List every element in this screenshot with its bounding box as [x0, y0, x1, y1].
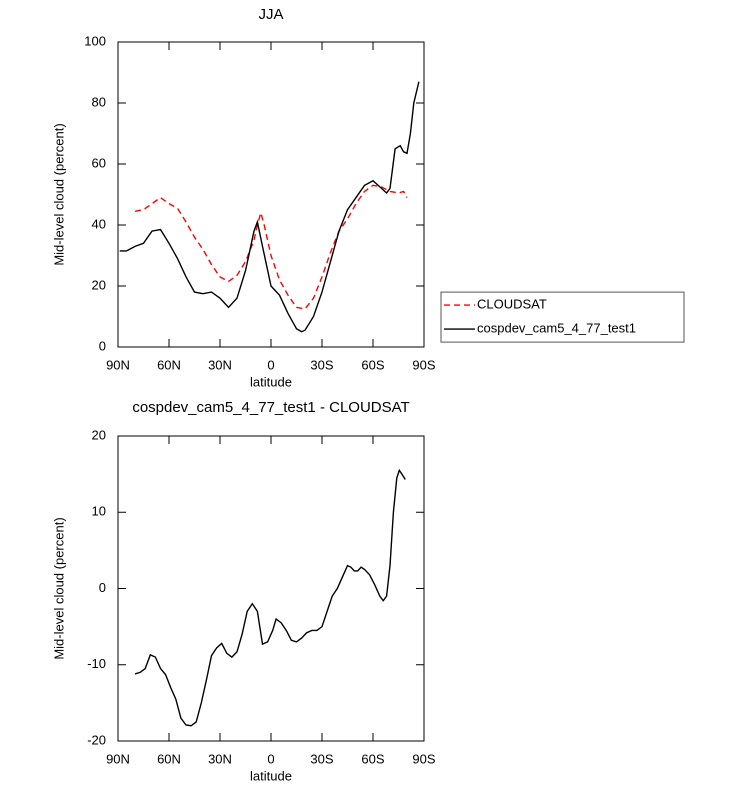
y-tick-label: 100 — [84, 33, 106, 48]
y-tick-label: 20 — [92, 277, 106, 292]
x-tick-label: 30S — [310, 751, 333, 766]
x-tick-label: 30N — [208, 357, 232, 372]
chart-title: cospdev_cam5_4_77_test1 - CLOUDSAT — [132, 399, 409, 416]
y-tick-label: 0 — [99, 580, 106, 595]
x-axis-label: latitude — [250, 374, 292, 389]
y-tick-label: -10 — [87, 656, 106, 671]
x-tick-label: 60N — [157, 357, 181, 372]
series-line — [119, 81, 420, 333]
x-tick-label: 90S — [412, 357, 435, 372]
x-tick-label: 60S — [361, 751, 384, 766]
x-tick-label: 60N — [157, 751, 181, 766]
y-tick-label: 20 — [92, 427, 106, 442]
x-axis-label: latitude — [250, 768, 292, 783]
plot-frame — [117, 435, 425, 742]
chart-title: JJA — [258, 6, 283, 23]
x-tick-label: 60S — [361, 357, 384, 372]
legend-box — [440, 291, 685, 343]
x-tick-label: 30N — [208, 751, 232, 766]
x-tick-label: 0 — [267, 357, 274, 372]
y-tick-label: 40 — [92, 216, 106, 231]
legend-label: CLOUDSAT — [477, 297, 547, 312]
y-tick-label: 10 — [92, 504, 106, 519]
legend-label: cospdev_cam5_4_77_test1 — [477, 321, 636, 336]
plot-frame — [117, 41, 425, 348]
y-tick-label: 60 — [92, 155, 106, 170]
x-tick-label: 90N — [106, 357, 130, 372]
x-tick-label: 30S — [310, 357, 333, 372]
x-tick-label: 90S — [412, 751, 435, 766]
y-axis-label: Mid-level cloud (percent) — [51, 123, 66, 265]
series-line — [134, 468, 406, 727]
y-tick-label: 80 — [92, 94, 106, 109]
y-tick-label: -20 — [87, 732, 106, 747]
x-tick-label: 0 — [267, 751, 274, 766]
legend: CLOUDSAT cospdev_cam5_4_77_test1 — [440, 291, 685, 343]
y-axis-label: Mid-level cloud (percent) — [51, 517, 66, 659]
y-tick-label: 0 — [99, 338, 106, 353]
x-tick-label: 90N — [106, 751, 130, 766]
series-line — [134, 184, 408, 310]
